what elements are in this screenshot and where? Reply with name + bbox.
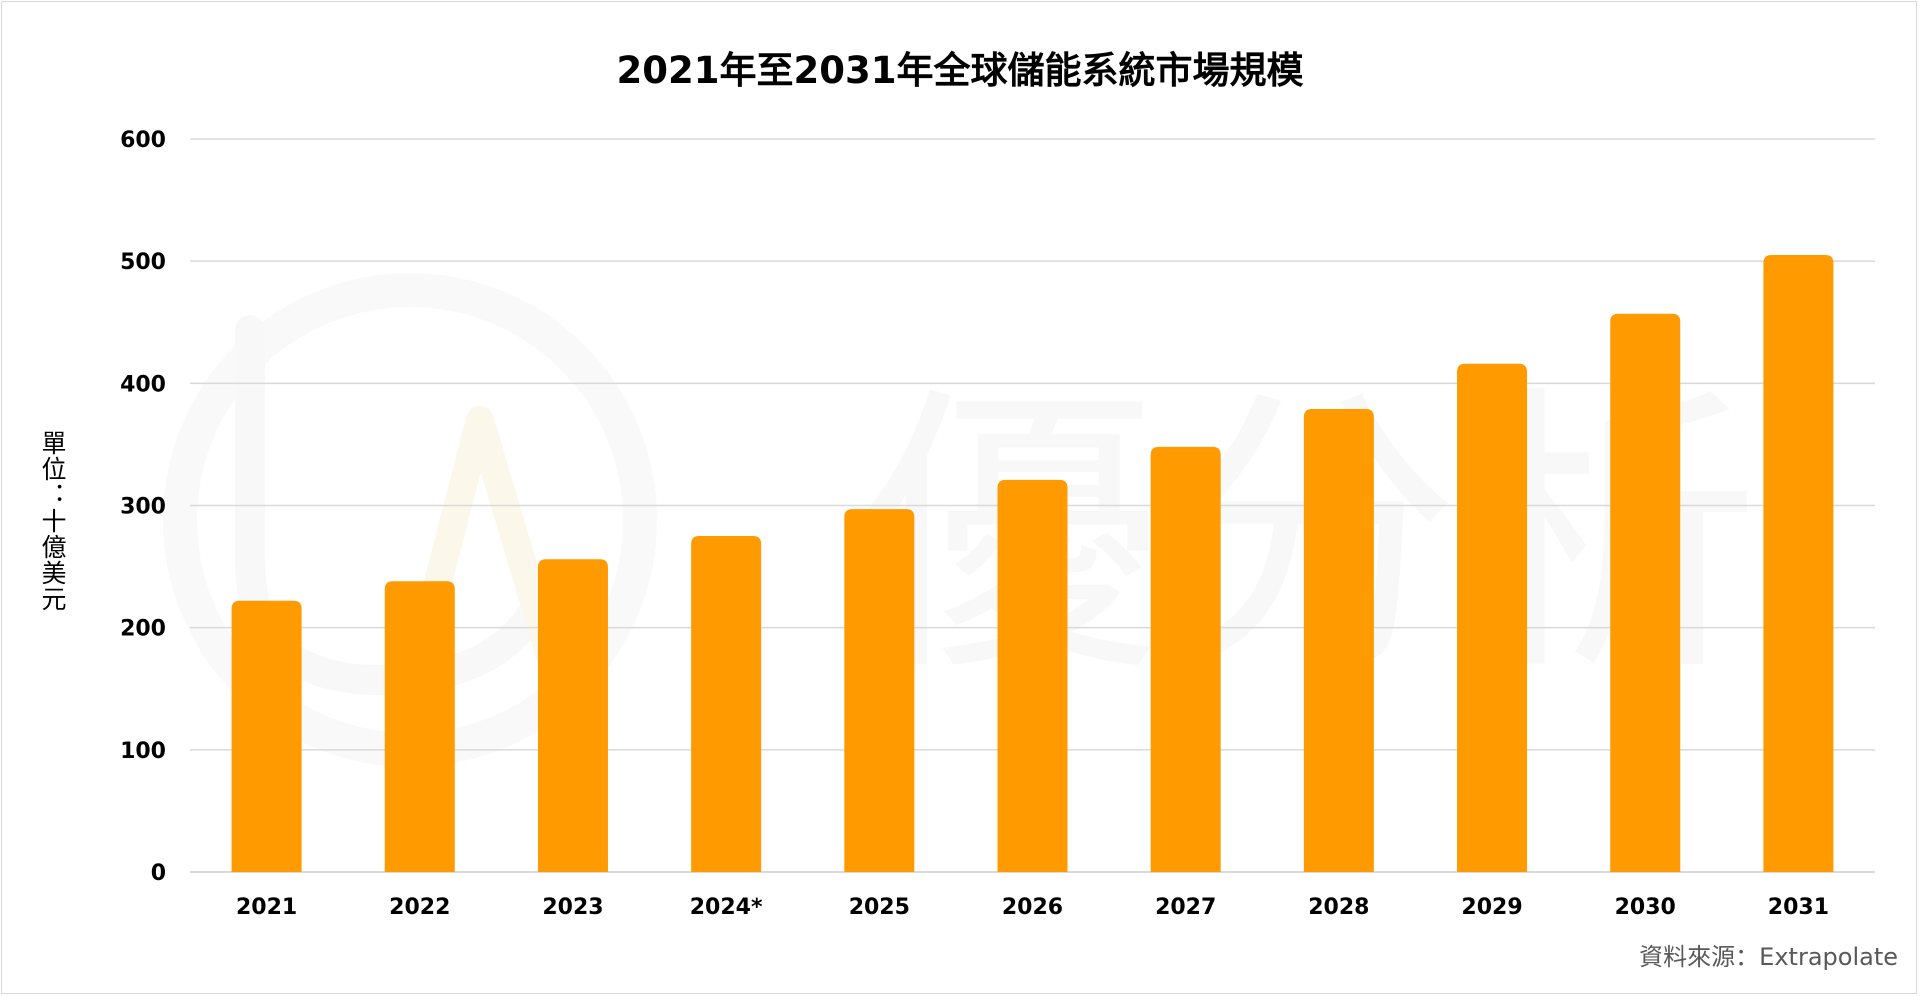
x-tick-label: 2021 bbox=[236, 895, 297, 920]
x-tick-label: 2026 bbox=[1002, 895, 1063, 920]
bar-2022 bbox=[384, 581, 455, 872]
bar-2026 bbox=[997, 479, 1068, 872]
y-axis-label: 單位：十億美元 bbox=[38, 430, 67, 612]
bar-2025 bbox=[844, 509, 915, 872]
x-tick-label: 2031 bbox=[1768, 895, 1829, 920]
x-tick-label: 2023 bbox=[542, 895, 603, 920]
bar-2027 bbox=[1150, 446, 1221, 872]
x-tick-label: 2024* bbox=[690, 895, 763, 920]
source-note: 資料來源：Extrapolate bbox=[1639, 943, 1898, 971]
x-tick-label: 2025 bbox=[849, 895, 910, 920]
x-tick-label: 2030 bbox=[1615, 895, 1676, 920]
y-tick-label: 100 bbox=[120, 739, 166, 764]
bar-2024-star bbox=[691, 536, 762, 872]
y-tick-label: 300 bbox=[120, 495, 166, 520]
y-tick-label: 200 bbox=[120, 617, 166, 642]
bar-2031 bbox=[1763, 255, 1834, 872]
x-tick-labels: 2021 2022 2023 2024* 2025 2026 2027 2028 2029 203… bbox=[236, 895, 1829, 920]
bar-2030 bbox=[1610, 313, 1681, 872]
y-tick-labels: 0 100 200 300 400 500 600 bbox=[120, 128, 166, 886]
x-tick-label: 2029 bbox=[1461, 895, 1522, 920]
bar-2023 bbox=[537, 559, 608, 872]
chart-title: 2021年至2031年全球儲能系統市場規模 bbox=[616, 49, 1304, 92]
y-tick-label: 600 bbox=[120, 128, 166, 153]
y-tick-label: 400 bbox=[120, 372, 166, 397]
x-tick-label: 2027 bbox=[1155, 895, 1216, 920]
bars bbox=[231, 255, 1834, 872]
y-tick-label: 500 bbox=[120, 250, 166, 275]
bar-2028 bbox=[1303, 408, 1374, 872]
x-tick-label: 2022 bbox=[389, 895, 450, 920]
y-tick-label: 0 bbox=[151, 861, 166, 886]
bar-2021 bbox=[231, 600, 302, 872]
bar-2029 bbox=[1457, 363, 1528, 872]
x-tick-label: 2028 bbox=[1308, 895, 1369, 920]
